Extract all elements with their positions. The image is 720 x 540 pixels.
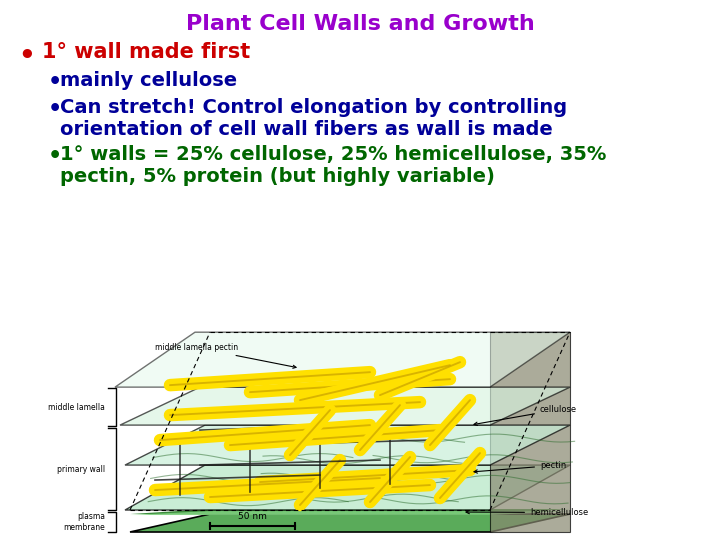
- Text: •: •: [48, 99, 62, 119]
- Text: 1° wall made first: 1° wall made first: [42, 42, 251, 62]
- Text: mainly cellulose: mainly cellulose: [60, 71, 237, 90]
- Polygon shape: [130, 509, 570, 514]
- Text: Can stretch! Control elongation by controlling: Can stretch! Control elongation by contr…: [60, 98, 567, 117]
- Text: •: •: [48, 146, 62, 166]
- Text: pectin: pectin: [474, 461, 566, 473]
- Text: plasma
membrane: plasma membrane: [63, 512, 105, 532]
- Text: middle lamella: middle lamella: [48, 403, 105, 411]
- Text: hemicellulose: hemicellulose: [466, 508, 588, 517]
- Text: primary wall: primary wall: [57, 464, 105, 474]
- Text: •: •: [18, 44, 35, 70]
- Text: pectin, 5% protein (but highly variable): pectin, 5% protein (but highly variable): [60, 167, 495, 186]
- Polygon shape: [125, 425, 570, 465]
- Polygon shape: [120, 387, 570, 425]
- Polygon shape: [125, 465, 570, 510]
- Polygon shape: [115, 332, 570, 387]
- Text: orientation of cell wall fibers as wall is made: orientation of cell wall fibers as wall …: [60, 120, 553, 139]
- Text: middle lamella pectin: middle lamella pectin: [155, 343, 296, 368]
- Text: Plant Cell Walls and Growth: Plant Cell Walls and Growth: [186, 14, 534, 34]
- Polygon shape: [130, 514, 570, 532]
- Polygon shape: [130, 511, 570, 515]
- Text: 50 nm: 50 nm: [238, 512, 267, 521]
- Text: cellulose: cellulose: [474, 405, 577, 426]
- Text: 1° walls = 25% cellulose, 25% hemicellulose, 35%: 1° walls = 25% cellulose, 25% hemicellul…: [60, 145, 606, 164]
- Text: •: •: [48, 72, 62, 92]
- Polygon shape: [490, 332, 570, 532]
